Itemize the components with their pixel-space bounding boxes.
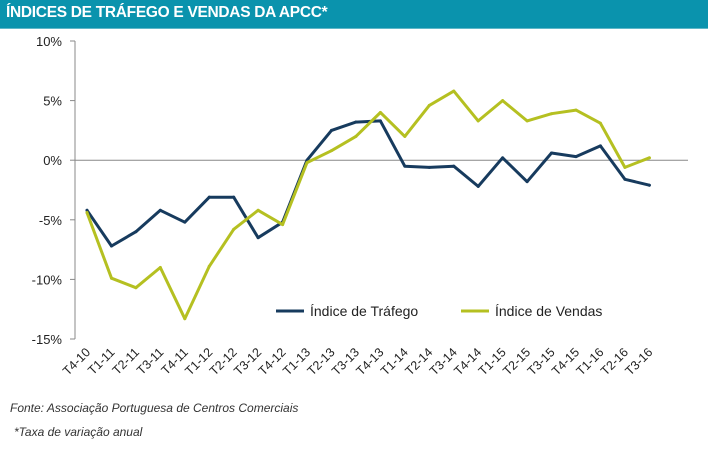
line-chart: 10%5%0%-5%-10%-15%T4-10T1-11T2-11T3-11T4… — [32, 34, 688, 378]
x-tick-label: T1-11 — [85, 345, 117, 377]
data-point-vendas — [134, 286, 138, 290]
footnote: *Taxa de variação anual — [14, 425, 143, 439]
y-tick-label: -5% — [39, 213, 63, 228]
data-point-trafego — [183, 220, 187, 224]
data-point-trafego — [525, 180, 529, 184]
data-point-vendas — [158, 265, 162, 269]
y-tick-label: -10% — [32, 272, 63, 287]
data-point-vendas — [109, 276, 113, 280]
data-point-trafego — [501, 156, 505, 160]
data-point-trafego — [623, 177, 627, 181]
source-note: Fonte: Associação Portuguesa de Centros … — [10, 401, 299, 415]
data-point-vendas — [354, 134, 358, 138]
y-tick-label: 10% — [36, 34, 62, 49]
data-point-trafego — [330, 128, 333, 132]
x-tick-label: T3-11 — [134, 345, 166, 377]
data-point-trafego — [427, 165, 431, 169]
data-point-vendas — [550, 112, 554, 116]
y-tick-label: -15% — [32, 332, 63, 347]
data-point-trafego — [256, 236, 260, 240]
data-point-trafego — [232, 195, 236, 199]
data-point-vendas — [378, 111, 382, 115]
data-point-vendas — [647, 156, 651, 160]
data-point-vendas — [403, 134, 407, 138]
data-point-vendas — [330, 149, 333, 153]
data-point-trafego — [207, 195, 211, 199]
data-point-trafego — [378, 119, 382, 123]
data-point-vendas — [427, 103, 431, 107]
data-point-vendas — [452, 89, 456, 93]
y-tick-label: 0% — [43, 153, 62, 168]
x-tick-label: T4-10 — [60, 345, 93, 378]
data-point-vendas — [85, 211, 89, 215]
data-point-vendas — [305, 161, 309, 165]
data-point-trafego — [452, 164, 456, 168]
data-point-trafego — [134, 230, 138, 234]
data-point-trafego — [574, 155, 578, 159]
data-point-trafego — [598, 144, 602, 148]
series-line-vendas — [85, 89, 651, 321]
data-point-trafego — [109, 244, 113, 248]
data-point-vendas — [256, 208, 260, 212]
x-tick-label: T3-16 — [622, 345, 655, 378]
data-point-vendas — [183, 317, 187, 321]
data-point-vendas — [525, 119, 529, 123]
data-point-trafego — [354, 120, 358, 124]
chart-title: ÍNDICES DE TRÁFEGO E VENDAS DA APCC* — [0, 0, 708, 28]
data-point-vendas — [281, 223, 285, 227]
data-point-vendas — [476, 119, 480, 123]
data-point-trafego — [403, 164, 407, 168]
data-point-vendas — [598, 121, 602, 125]
data-point-vendas — [207, 264, 211, 268]
data-point-vendas — [574, 108, 578, 112]
data-point-vendas — [232, 227, 236, 231]
data-point-trafego — [476, 184, 480, 188]
data-point-vendas — [501, 99, 505, 103]
data-point-trafego — [158, 208, 162, 212]
series-line-trafego — [85, 119, 651, 248]
legend-label-vendas: Índice de Vendas — [495, 303, 602, 319]
y-tick-label: 5% — [43, 94, 62, 109]
legend-label-trafego: Índice de Tráfego — [310, 303, 418, 319]
data-point-trafego — [85, 208, 89, 212]
data-point-trafego — [550, 151, 554, 155]
data-point-trafego — [647, 183, 651, 187]
data-point-vendas — [623, 165, 627, 169]
title-underline — [0, 28, 708, 29]
x-tick-label: T2-11 — [110, 345, 142, 377]
